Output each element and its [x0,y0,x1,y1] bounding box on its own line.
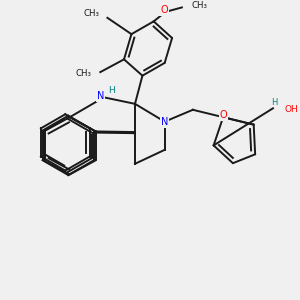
Text: CH₃: CH₃ [76,69,92,78]
Text: O: O [219,110,227,120]
Text: N: N [97,91,104,101]
Text: CH₃: CH₃ [83,9,99,18]
Text: N: N [161,117,168,127]
Text: H: H [271,98,278,107]
Text: O: O [160,5,168,15]
Text: H: H [108,86,115,95]
Text: CH₃: CH₃ [192,1,208,10]
Text: OH: OH [284,105,298,114]
